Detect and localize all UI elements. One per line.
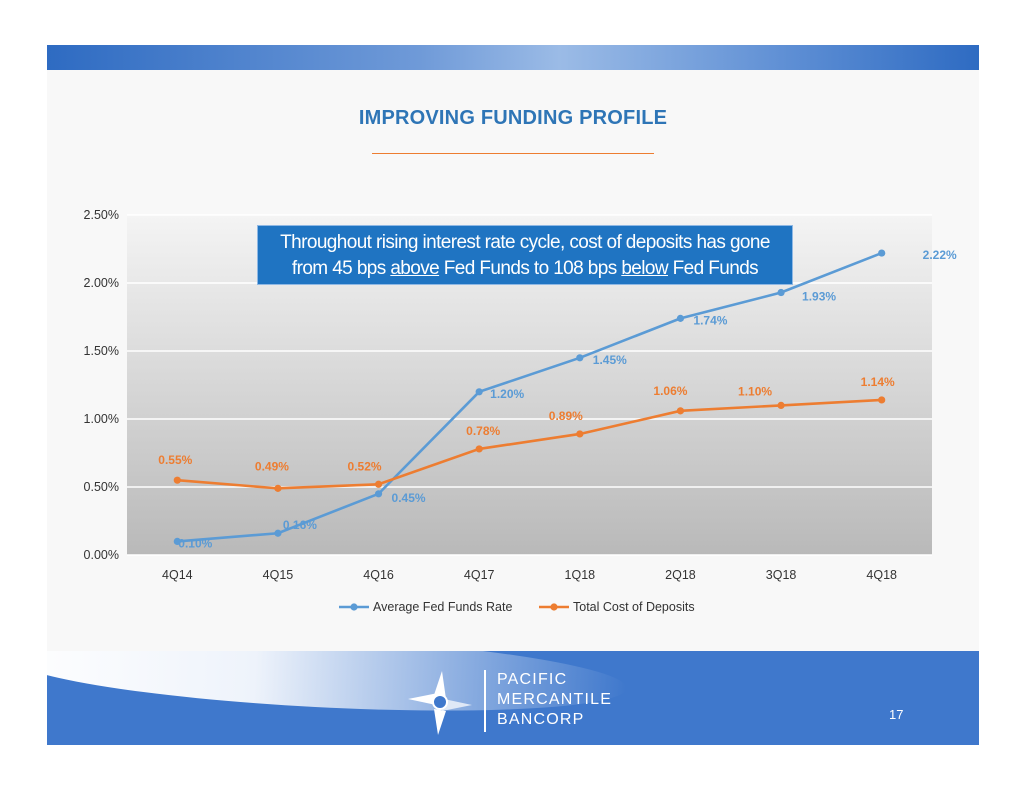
data-label: 0.78% [466,424,500,438]
legend-label: Total Cost of Deposits [573,600,695,614]
data-point [374,490,383,498]
y-tick-label: 0.00% [84,548,119,562]
data-point [676,314,685,322]
data-point [374,480,383,488]
callout-box: Throughout rising interest rate cycle, c… [257,225,793,285]
data-point [475,445,483,453]
data-label: 0.10% [178,536,212,550]
slide-title: IMPROVING FUNDING PROFILE [358,107,668,129]
x-tick-label: 4Q18 [866,568,897,582]
slide: IMPROVING FUNDING PROFILE 0.00% 0.50% 1.00… [47,45,979,745]
data-label: 0.55% [158,453,192,467]
data-point [777,401,785,409]
x-tick-label: 2Q18 [665,568,696,582]
callout-line-1: Throughout rising interest rate cycle, c… [280,232,770,253]
y-tick-label: 2.50% [84,208,119,222]
data-point [274,484,282,492]
data-point [173,537,181,545]
brand-line-3: BANCORP [497,711,585,728]
data-point [173,476,181,484]
x-tick-label: 4Q15 [263,568,294,582]
callout-line-2: from 45 bps above Fed Funds to 108 bps b… [291,258,759,279]
pinwheel-logo-icon [408,671,472,735]
legend-label: Average Fed Funds Rate [373,600,512,614]
data-label: 1.74% [693,313,727,327]
data-point [676,407,685,415]
data-label: 1.10% [738,384,772,398]
data-point [878,396,886,404]
data-label: 0.45% [392,491,426,505]
data-label: 1.20% [490,387,524,401]
series-line [177,398,882,490]
y-tick-label: 1.00% [84,412,119,426]
data-label: 1.06% [653,384,687,398]
x-tick-label: 3Q18 [766,568,797,582]
data-label: 2.22% [923,248,957,262]
data-label: 1.45% [593,353,627,367]
x-tick-label: 4Q16 [363,568,394,582]
data-label: 1.14% [861,375,895,389]
y-tick-label: 0.50% [84,480,119,494]
data-point [777,288,785,297]
x-tick-label: 4Q14 [162,568,193,582]
brand-name: PACIFIC MERCANTILE BANCORP [497,670,612,730]
title-underline [372,153,654,154]
series-line [177,251,883,543]
brand-line-2: MERCANTILE [497,691,613,708]
page-number: 17 [889,707,904,722]
legend-marker [350,603,358,611]
y-tick-label: 1.50% [84,344,119,358]
x-tick-label: 4Q17 [464,568,495,582]
data-point [475,388,483,396]
data-point [576,430,584,438]
data-label: 0.52% [348,459,382,473]
data-point [576,354,584,362]
data-point [878,249,886,257]
data-label: 0.16% [283,518,317,532]
data-label: 0.49% [255,459,289,473]
data-label: 1.93% [802,290,836,304]
data-point [274,529,282,537]
y-tick-label: 2.00% [84,276,119,290]
legend-marker [550,603,558,611]
header-bar [47,45,979,70]
brand-line-1: PACIFIC [497,671,568,688]
logo-divider [484,670,486,732]
footer-bar: PACIFIC MERCANTILE BANCORP 17 [47,651,979,745]
data-label: 0.89% [549,409,583,423]
x-tick-label: 1Q18 [565,568,596,582]
